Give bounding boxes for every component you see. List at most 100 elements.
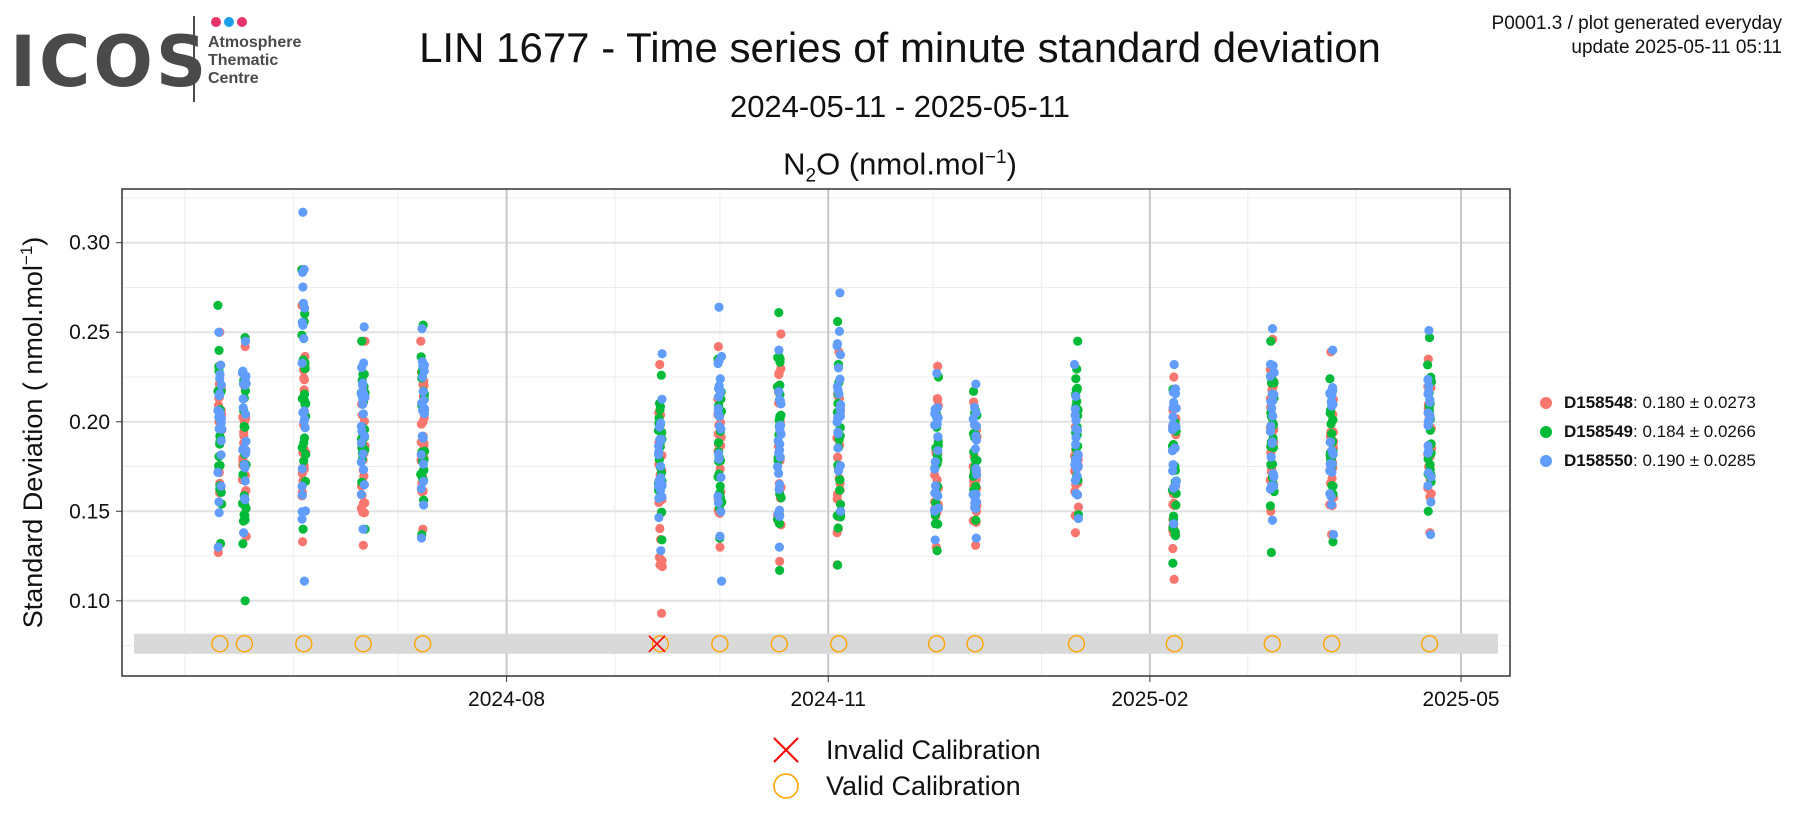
data-point-d158550 xyxy=(930,404,940,414)
data-point-d158549 xyxy=(1325,374,1335,384)
data-point-d158550 xyxy=(297,490,308,500)
valid-calibration-marker xyxy=(1263,635,1281,653)
data-point-d158550 xyxy=(416,483,426,494)
data-point-d158550 xyxy=(419,500,429,510)
x-tick-label: 2024-11 xyxy=(790,688,866,711)
data-point-d158550 xyxy=(1268,396,1278,406)
data-point-d158550 xyxy=(241,448,251,458)
data-point-d158550 xyxy=(298,320,308,330)
valid-calibration-marker xyxy=(295,635,313,653)
data-point-d158550 xyxy=(774,511,785,521)
data-point-d158549 xyxy=(1168,558,1178,568)
data-point-d158549 xyxy=(240,422,250,432)
data-point-d158550 xyxy=(713,392,724,402)
data-point-d158550 xyxy=(835,350,846,360)
valid-calibration-marker xyxy=(1322,635,1341,653)
data-point-d158548 xyxy=(655,359,665,370)
data-point-d158550 xyxy=(240,495,250,505)
data-point-d158550 xyxy=(1266,452,1276,462)
data-point-d158550 xyxy=(714,302,724,312)
data-point-d158550 xyxy=(1267,324,1278,334)
data-point-d158550 xyxy=(835,288,845,298)
legend-item-invalid: Invalid Calibration xyxy=(770,732,1041,768)
data-point-d158549 xyxy=(1424,333,1435,343)
data-point-d158550 xyxy=(713,358,723,369)
legend-sd-d158548: 0.0273 xyxy=(1703,392,1756,412)
data-point-d158549 xyxy=(357,336,367,346)
data-point-d158550 xyxy=(216,436,226,446)
data-point-d158548 xyxy=(297,537,308,547)
data-point-d158550 xyxy=(1169,519,1179,529)
data-point-d158548 xyxy=(1070,528,1081,538)
data-point-d158549 xyxy=(1327,429,1337,439)
data-point-d158550 xyxy=(833,443,843,453)
data-point-d158550 xyxy=(300,423,310,433)
data-point-d158548 xyxy=(1073,502,1084,512)
legend-sd-d158549: 0.0266 xyxy=(1703,421,1756,441)
legend-sd-d158550: 0.0285 xyxy=(1703,450,1756,470)
logo-dot-2 xyxy=(224,17,234,27)
data-point-d158550 xyxy=(832,341,842,351)
data-point-d158550 xyxy=(716,351,727,362)
legend-mean-d158548: 0.180 xyxy=(1642,392,1686,412)
legend-name-d158549: D158549 xyxy=(1564,421,1634,441)
data-point-d158550 xyxy=(654,475,664,486)
data-point-d158550 xyxy=(417,372,428,382)
data-point-d158550 xyxy=(1325,437,1335,447)
unit-sup: −1 xyxy=(984,147,1007,168)
valid-calibration-marker xyxy=(354,635,372,653)
data-point-d158550 xyxy=(930,535,940,545)
valid-calibration-marker xyxy=(651,635,670,653)
data-point-d158550 xyxy=(1073,449,1083,459)
legend-name-d158550: D158550 xyxy=(1564,450,1634,470)
legend-item-valid: Valid Calibration xyxy=(770,768,1041,804)
data-point-d158549 xyxy=(776,410,786,420)
y-tick-label: 0.15 xyxy=(69,500,110,523)
data-point-d158549 xyxy=(238,539,248,549)
data-point-d158549 xyxy=(932,546,942,556)
data-point-d158550 xyxy=(297,358,307,368)
data-point-d158549 xyxy=(1265,501,1275,511)
invalid-calibration-marker xyxy=(648,635,666,653)
data-point-d158550 xyxy=(356,438,367,448)
data-point-d158550 xyxy=(213,406,223,416)
logo-dot-1 xyxy=(211,17,221,27)
data-point-d158549 xyxy=(1328,415,1338,425)
data-point-d158550 xyxy=(359,358,369,368)
data-point-d158550 xyxy=(1168,412,1178,422)
data-point-d158550 xyxy=(1070,439,1081,450)
data-point-d158550 xyxy=(416,533,427,543)
meta-version: P0001.3 / plot generated everyday xyxy=(1491,13,1782,34)
icos-logo: ICOS Atmosphere Thematic Centre xyxy=(10,16,301,103)
data-point-d158550 xyxy=(834,326,845,336)
data-point-d158550 xyxy=(716,576,727,586)
y-axis-label-end: ) xyxy=(18,237,48,246)
data-point-d158550 xyxy=(1170,481,1180,491)
data-point-d158550 xyxy=(971,533,981,543)
data-point-d158550 xyxy=(1266,421,1276,431)
data-point-d158549 xyxy=(972,455,982,466)
data-point-d158549 xyxy=(655,405,665,415)
legend-colon-d158548: : xyxy=(1633,392,1643,412)
data-point-d158549 xyxy=(774,307,784,318)
chart-subtitle: 2024-05-11 - 2025-05-11 xyxy=(729,89,1071,124)
data-point-d158549 xyxy=(833,560,843,570)
data-point-d158550 xyxy=(655,461,666,471)
data-point-d158550 xyxy=(931,488,941,498)
data-point-d158550 xyxy=(1071,433,1081,443)
data-point-d158550 xyxy=(970,492,980,502)
data-point-d158550 xyxy=(933,432,943,442)
data-point-d158550 xyxy=(1265,359,1276,369)
data-point-d158549 xyxy=(299,456,309,466)
data-point-d158550 xyxy=(418,387,428,397)
data-point-d158549 xyxy=(1266,547,1276,558)
data-point-d158550 xyxy=(1070,404,1080,414)
data-point-d158550 xyxy=(417,431,427,441)
data-point-d158550 xyxy=(835,400,846,410)
data-point-d158550 xyxy=(1328,345,1338,355)
data-point-d158550 xyxy=(716,424,726,434)
data-point-d158550 xyxy=(419,395,429,406)
calibration-band xyxy=(134,633,1498,654)
data-point-d158549 xyxy=(930,519,941,529)
valid-calibration-marker xyxy=(770,635,788,653)
